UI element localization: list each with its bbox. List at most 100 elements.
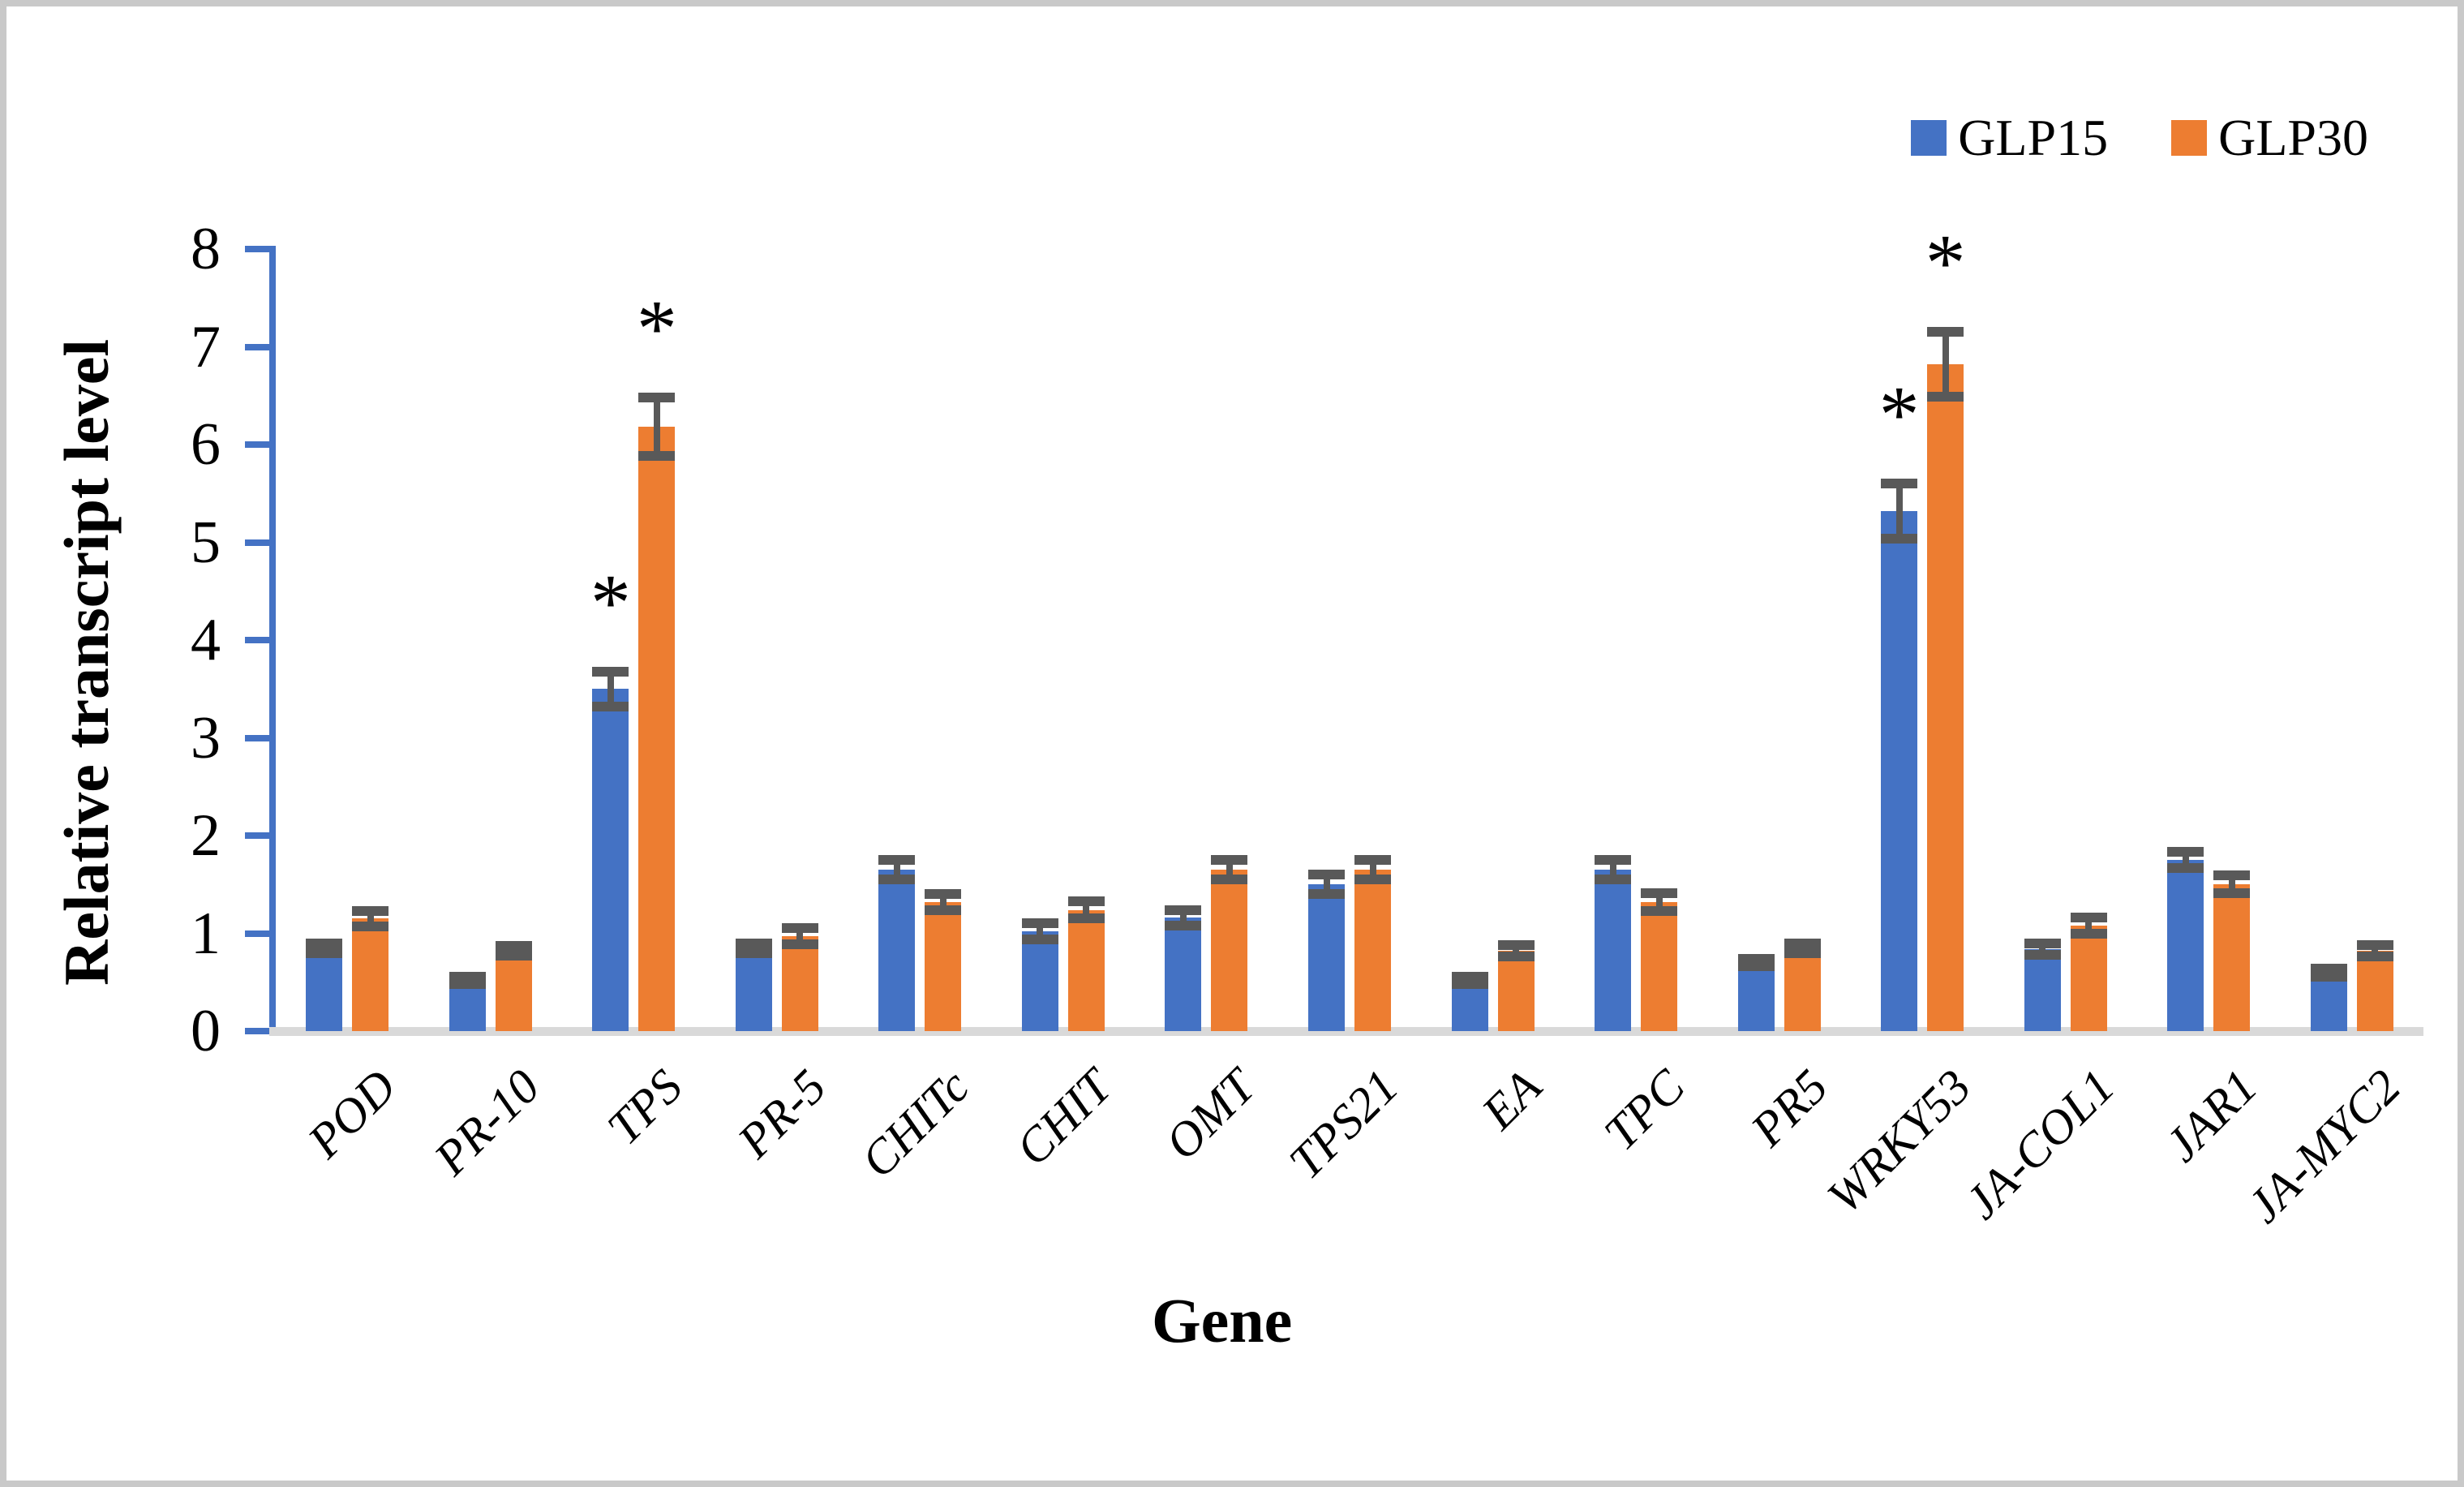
bar-glp30-EA (1497, 951, 1535, 1031)
error-bar-cap-top (781, 923, 818, 934)
legend-swatch-glp15 (1911, 120, 1947, 156)
error-bar-cap-bottom (925, 905, 962, 915)
bar-glp15-PR-5 (735, 948, 772, 1031)
error-bar-cap-top (352, 905, 389, 916)
bar-glp15-PR5 (1737, 962, 1775, 1031)
error-bar-cap-bottom (1784, 948, 1821, 958)
bar-glp15-OMT (1165, 918, 1202, 1031)
error-bar-cap-top (449, 971, 486, 982)
error-bar-cap-top (925, 889, 962, 900)
error-bar-cap-bottom (735, 948, 772, 958)
error-bar-cap-top (1641, 888, 1678, 899)
error-bar-cap-top (2070, 913, 2107, 923)
error-bar-line (1799, 943, 1806, 953)
y-axis-tick (245, 246, 269, 252)
x-axis-title: Gene (1152, 1285, 1293, 1356)
error-bar-cap-bottom (352, 922, 389, 932)
error-bar-line (1655, 893, 1663, 911)
x-axis-baseline (269, 1027, 2423, 1036)
error-bar-cap-bottom (1927, 391, 1964, 402)
bar-glp15-WRKY53 (1881, 510, 1918, 1031)
y-axis-tick (245, 637, 269, 643)
bar-glp15-TPS (592, 689, 629, 1031)
error-bar-line (2039, 943, 2046, 955)
category-label-PR5: PR5 (1741, 1059, 1839, 1157)
error-bar-cap-bottom (1595, 875, 1632, 885)
legend-swatch-glp30 (2171, 120, 2208, 156)
error-bar-cap-top (2356, 939, 2393, 950)
bar-glp30-TPS21 (1354, 870, 1391, 1031)
error-bar-line (796, 928, 804, 944)
significance-star-glp15-WRKY53: * (1878, 369, 1920, 460)
error-bar-line (1609, 860, 1616, 880)
error-bar-line (1895, 483, 1903, 539)
error-bar-line (1323, 875, 1330, 895)
legend-label-glp30: GLP30 (2218, 109, 2368, 166)
y-tick-label: 2 (191, 802, 221, 869)
error-bar-line (2228, 875, 2235, 894)
significance-star-glp15-TPS: * (590, 557, 631, 647)
category-label-PR-10: PR-10 (423, 1059, 550, 1185)
error-bar-line (2182, 852, 2189, 868)
error-bar-line (750, 943, 758, 953)
error-bar-line (320, 943, 328, 953)
category-label-EA: EA (1471, 1059, 1552, 1140)
error-bar-cap-top (2167, 847, 2204, 857)
bar-glp30-CHIT (1067, 909, 1105, 1031)
bar-glp15-JA-COL1 (2024, 948, 2061, 1031)
error-bar-cap-bottom (449, 979, 486, 990)
error-bar-cap-top (735, 938, 772, 948)
bar-glp30-PR5 (1784, 948, 1821, 1031)
error-bar-cap-bottom (1308, 889, 1345, 900)
error-bar-cap-bottom (1165, 920, 1202, 930)
error-bar-cap-top (1308, 870, 1345, 880)
error-bar-cap-bottom (878, 875, 916, 885)
y-tick-label: 1 (191, 900, 221, 967)
legend: GLP15 GLP30 (1911, 112, 2368, 164)
error-bar-line (2372, 944, 2379, 957)
y-axis-line (269, 246, 276, 1036)
bar-glp30-WRKY53 (1927, 364, 1964, 1031)
error-bar-cap-bottom (2024, 950, 2061, 960)
error-bar-cap-bottom (592, 701, 629, 711)
y-tick-label: 4 (191, 607, 221, 673)
error-bar-cap-bottom (1497, 952, 1535, 962)
y-axis-tick (245, 734, 269, 741)
error-bar-cap-top (1595, 855, 1632, 866)
bar-glp15-CHIT (1021, 931, 1058, 1031)
error-bar-cap-top (1067, 896, 1105, 906)
error-bar-line (1179, 909, 1187, 926)
bar-glp30-POD (352, 918, 389, 1031)
category-label-JA-COL1: JA-COL1 (1954, 1059, 2125, 1230)
y-tick-label: 7 (191, 313, 221, 380)
bar-glp30-CHITc (925, 901, 962, 1031)
error-bar-cap-top (1927, 327, 1964, 337)
y-tick-label: 6 (191, 411, 221, 478)
error-bar-cap-bottom (1451, 979, 1488, 990)
category-label-CHITc: CHITc (850, 1059, 979, 1188)
y-axis-tick (245, 539, 269, 546)
significance-star-glp30-TPS: * (636, 283, 677, 374)
bar-glp30-JA-COL1 (2070, 925, 2107, 1031)
error-bar-line (510, 946, 517, 956)
error-bar-cap-bottom (1354, 875, 1391, 885)
bar-glp15-JAR1 (2167, 860, 2204, 1031)
error-bar-line (1942, 332, 1949, 397)
category-label-CHIT: CHIT (1006, 1059, 1123, 1176)
error-bar-cap-top (2213, 870, 2251, 881)
error-bar-line (607, 671, 614, 707)
error-bar-cap-bottom (2070, 928, 2107, 939)
error-bar-cap-top (638, 393, 676, 403)
bar-glp15-JA-MYC2 (2310, 972, 2347, 1031)
y-tick-label: 8 (191, 216, 221, 282)
error-bar-cap-bottom (2167, 862, 2204, 873)
error-bar-cap-bottom (495, 951, 532, 961)
error-bar-cap-top (306, 938, 343, 948)
error-bar-cap-top (878, 855, 916, 866)
legend-item-glp15: GLP15 (1911, 112, 2108, 164)
category-label-JA-MYC2: JA-MYC2 (2237, 1059, 2411, 1233)
error-bar-cap-bottom (1211, 875, 1248, 885)
error-bar-cap-top (1165, 905, 1202, 915)
